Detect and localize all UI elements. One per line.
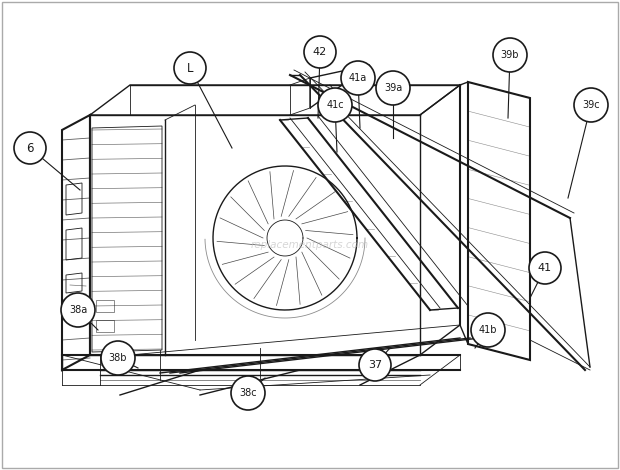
- Circle shape: [174, 52, 206, 84]
- Text: 41: 41: [538, 263, 552, 273]
- Text: replacementparts.com: replacementparts.com: [251, 240, 369, 250]
- Text: 39c: 39c: [582, 100, 600, 110]
- Text: 6: 6: [26, 141, 33, 155]
- Circle shape: [493, 38, 527, 72]
- Text: 39a: 39a: [384, 83, 402, 93]
- Text: L: L: [187, 62, 193, 75]
- Text: 42: 42: [313, 47, 327, 57]
- Circle shape: [341, 61, 375, 95]
- Circle shape: [574, 88, 608, 122]
- Circle shape: [376, 71, 410, 105]
- Circle shape: [231, 376, 265, 410]
- Circle shape: [101, 341, 135, 375]
- Circle shape: [318, 88, 352, 122]
- Text: 39b: 39b: [501, 50, 520, 60]
- Circle shape: [359, 349, 391, 381]
- Text: 38a: 38a: [69, 305, 87, 315]
- Text: 38b: 38b: [108, 353, 127, 363]
- Circle shape: [304, 36, 336, 68]
- Circle shape: [529, 252, 561, 284]
- Circle shape: [61, 293, 95, 327]
- Circle shape: [471, 313, 505, 347]
- Text: 41b: 41b: [479, 325, 497, 335]
- Circle shape: [14, 132, 46, 164]
- Text: 41c: 41c: [326, 100, 344, 110]
- Text: 37: 37: [368, 360, 382, 370]
- Text: 38c: 38c: [239, 388, 257, 398]
- Text: 41a: 41a: [349, 73, 367, 83]
